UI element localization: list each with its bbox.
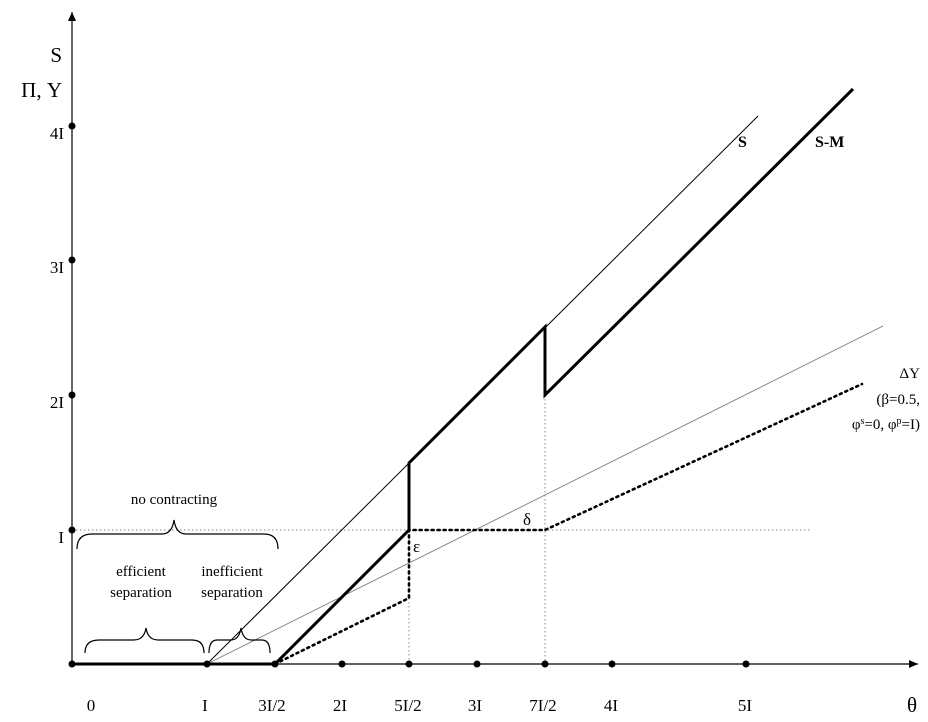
inefficient-separation-brace <box>208 627 271 654</box>
x-tick-label: 5I <box>738 696 753 715</box>
x-axis-label-theta: θ <box>907 693 917 717</box>
x-tick-label: 0 <box>87 696 96 715</box>
y-tick-label: 2I <box>50 393 65 412</box>
x-tick-dot <box>742 660 750 668</box>
x-tick-label: 4I <box>604 696 619 715</box>
y-tick-dot <box>68 526 76 534</box>
delta-annotation: δ <box>523 510 531 529</box>
delta-y-label: ΔY <box>900 366 921 382</box>
no-contracting-brace <box>76 519 279 550</box>
s-m-curve <box>72 87 855 666</box>
delta-y-params-1: (β=0.5, <box>876 392 920 408</box>
x-tick-dot <box>608 660 616 668</box>
y-axis-label-pi-y: Π, Y <box>21 78 62 102</box>
y-tick-dot <box>68 122 76 130</box>
x-tick-dot <box>405 660 413 668</box>
epsilon-annotation: ε <box>413 537 420 556</box>
x-tick-label: 3I <box>468 696 483 715</box>
x-tick-label: 3I/2 <box>258 696 285 715</box>
x-tick-dot <box>203 660 211 668</box>
efficient-label-line1: efficient <box>116 564 167 580</box>
efficient-separation-brace <box>84 627 205 654</box>
x-tick-label: 7I/2 <box>529 696 556 715</box>
x-tick-label: 2I <box>333 696 348 715</box>
inefficient-label-line1: inefficient <box>201 564 263 580</box>
y-tick-dot <box>68 256 76 264</box>
no-contracting-label: no contracting <box>131 492 218 508</box>
s-m-curve-label: S-M <box>815 134 844 151</box>
x-tick-dot <box>541 660 549 668</box>
delta-y-params-2: φs=0, φp=I) <box>852 416 920 434</box>
y-axis-ticks: I 2I 3I 4I <box>50 122 76 547</box>
x-axis-ticks: 0 I 3I/2 2I 5I/2 3I 7I/2 4I 5I <box>68 660 753 715</box>
y-axis-label-s: S <box>50 43 62 67</box>
y-half-slope-line <box>206 325 884 665</box>
delta-y-curve <box>273 382 864 666</box>
y-tick-label: 4I <box>50 124 65 143</box>
x-tick-label: 5I/2 <box>394 696 421 715</box>
x-tick-dot <box>68 660 76 668</box>
efficient-label-line2: separation <box>110 585 172 601</box>
x-tick-dot <box>473 660 481 668</box>
inefficient-label-line2: separation <box>201 585 263 601</box>
x-tick-dot <box>271 660 279 668</box>
x-tick-label: I <box>202 696 208 715</box>
s-line-label: S <box>738 134 747 151</box>
y-tick-dot <box>68 391 76 399</box>
y-tick-label: 3I <box>50 258 65 277</box>
y-tick-label: I <box>58 528 64 547</box>
x-tick-dot <box>338 660 346 668</box>
